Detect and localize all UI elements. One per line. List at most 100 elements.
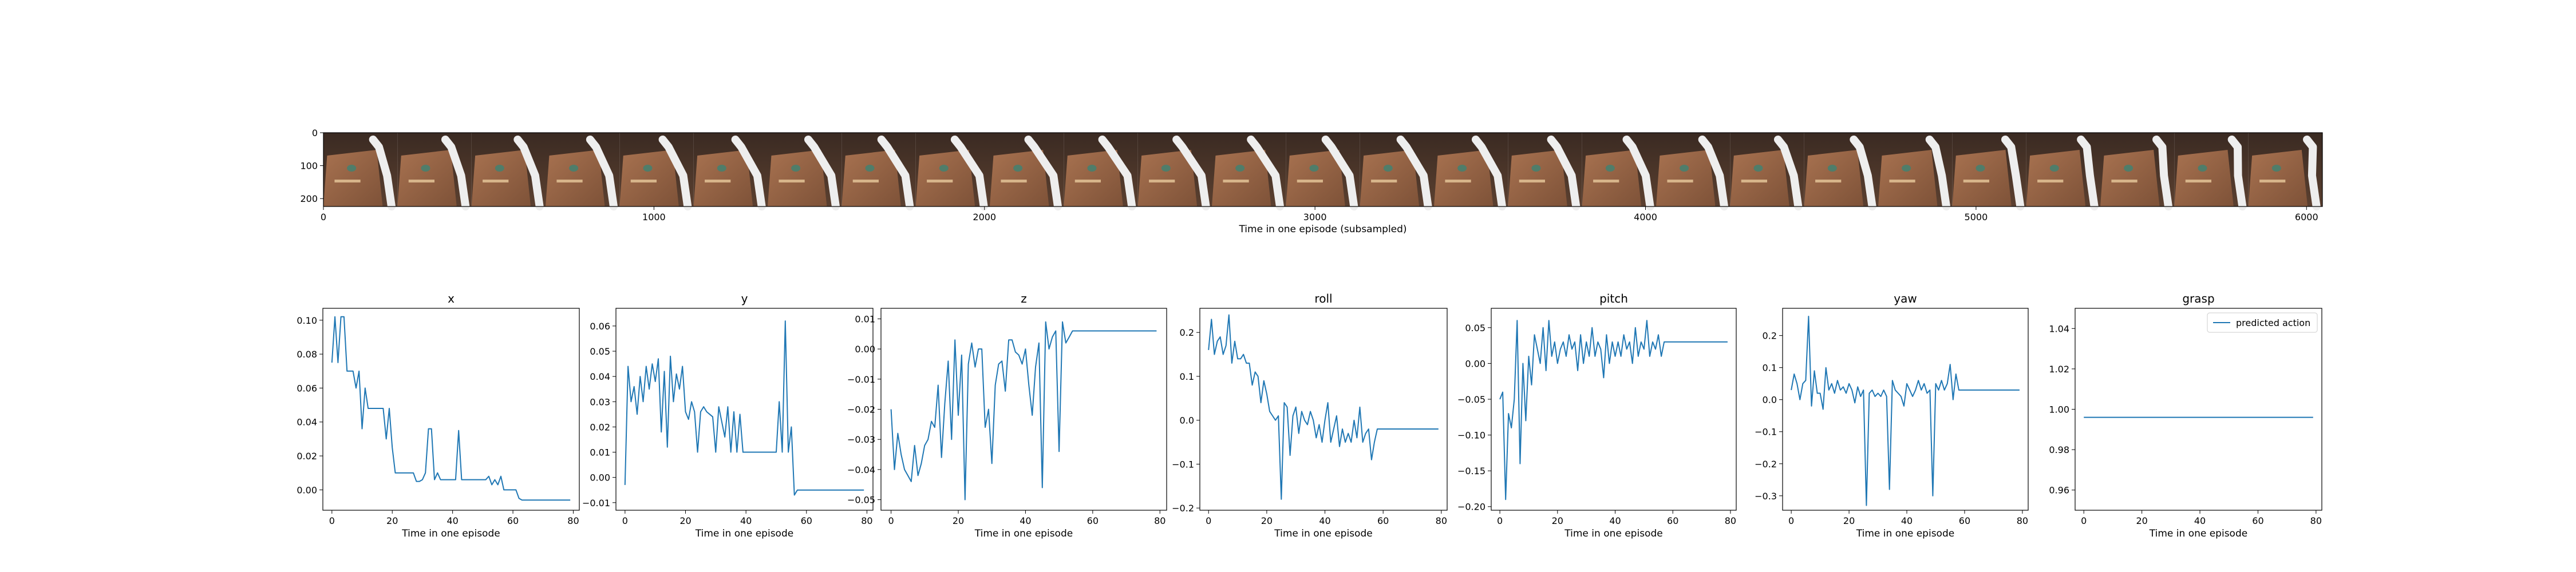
filmstrip-frame <box>1508 133 1582 210</box>
filmstrip-y-tick-label: 0 <box>312 128 318 138</box>
filmstrip-frame <box>2026 133 2100 210</box>
filmstrip-x-tick-label: 4000 <box>1634 212 1657 223</box>
filmstrip-frame <box>915 133 990 210</box>
series-line <box>331 316 571 501</box>
y-tick-label: −0.3 <box>1755 491 1777 502</box>
y-tick-label: −0.05 <box>847 495 875 506</box>
x-tick-label: 20 <box>1843 515 1855 526</box>
y-tick-label: 1.04 <box>2049 323 2069 334</box>
y-tick-label: −0.10 <box>1457 430 1485 441</box>
y-tick-label: 0.0 <box>1180 415 1194 426</box>
y-tick-label: 0.2 <box>1763 331 1777 341</box>
x-axis-label: Time in one episode <box>401 528 500 539</box>
filmstrip-frame <box>1582 133 1656 210</box>
subplot-roll: roll −0.2 −0.1 0.0 0.1 0.2 0 20 40 60 80 Time in on… <box>1172 292 1448 539</box>
x-axis-label: Time in one episode <box>695 528 793 539</box>
x-tick-label: 20 <box>953 515 964 526</box>
filmstrip-frame <box>1064 133 1138 210</box>
episode-filmstrip: 0 100 200 0 1000 2000 3000 4000 5000 6000 Time i… <box>300 128 2323 235</box>
filmstrip-frame <box>1212 133 1286 210</box>
plot-frame <box>1199 308 1448 511</box>
filmstrip-frame <box>1137 133 1212 210</box>
x-tick-label: 60 <box>1667 515 1678 526</box>
subplot-title: yaw <box>1894 292 1917 305</box>
x-tick-label: 80 <box>861 515 872 526</box>
x-tick-label: 40 <box>1319 515 1330 526</box>
y-tick-label: −0.04 <box>847 464 875 475</box>
filmstrip-frame-border <box>323 132 2323 207</box>
x-tick-label: 80 <box>567 515 579 526</box>
filmstrip-frame <box>693 133 768 210</box>
subplot-title: grasp <box>2182 292 2214 305</box>
y-tick-label: 0.02 <box>297 451 317 462</box>
x-tick-label: 40 <box>1020 515 1031 526</box>
y-tick-label: 0.06 <box>590 321 610 332</box>
filmstrip-frame <box>841 133 916 210</box>
filmstrip-frame <box>1952 133 2026 210</box>
filmstrip-y-tick-label: 200 <box>300 193 318 204</box>
legend-box <box>2207 312 2318 333</box>
x-tick-label: 80 <box>1154 515 1165 526</box>
y-tick-label: 0.05 <box>1465 323 1485 333</box>
filmstrip-x-tick-label: 5000 <box>1965 212 1988 223</box>
filmstrip-frame <box>1878 133 1953 210</box>
y-tick-label: 0.04 <box>297 417 317 428</box>
filmstrip-x-tick-label: 1000 <box>642 212 666 223</box>
x-tick-label: 60 <box>1959 515 1970 526</box>
x-tick-label: 80 <box>1436 515 1447 526</box>
y-tick-label: −0.02 <box>847 404 875 415</box>
x-tick-label: 0 <box>1206 515 1211 526</box>
y-tick-label: −0.2 <box>1755 459 1777 470</box>
x-tick-label: 0 <box>1788 515 1794 526</box>
x-tick-label: 0 <box>622 515 628 526</box>
subplot-title: pitch <box>1599 292 1628 305</box>
filmstrip-y-tick-label: 100 <box>300 161 318 172</box>
legend-label: predicted action <box>2236 317 2310 328</box>
x-tick-label: 80 <box>2310 515 2322 526</box>
x-tick-label: 20 <box>1261 515 1273 526</box>
y-tick-label: 0.01 <box>855 313 875 324</box>
subplot-title: y <box>741 292 748 305</box>
filmstrip-y-ticks: 0 100 200 <box>300 128 323 204</box>
x-tick-label: 0 <box>1497 515 1503 526</box>
filmstrip-frame <box>619 133 694 210</box>
y-tick-label: 0.1 <box>1180 371 1194 382</box>
plot-frame <box>322 308 580 511</box>
y-tick-label: 0.0 <box>1763 395 1777 406</box>
y-tick-label: 0.02 <box>590 422 610 432</box>
y-tick-label: 0.98 <box>2049 444 2069 455</box>
y-tick-label: −0.2 <box>1172 503 1194 514</box>
filmstrip-frame <box>1804 133 1878 210</box>
y-tick-label: −0.01 <box>847 374 875 385</box>
filmstrip-frame <box>546 133 620 210</box>
x-tick-label: 20 <box>386 515 398 526</box>
y-tick-label: −0.15 <box>1457 466 1485 476</box>
x-axis-label: Time in one episode <box>974 528 1073 539</box>
x-tick-label: 60 <box>2252 515 2263 526</box>
x-tick-label: 40 <box>2194 515 2206 526</box>
series-line <box>1208 314 1439 500</box>
subplot-title: x <box>448 292 455 305</box>
y-tick-label: 0.00 <box>855 344 875 355</box>
subplot-y: y −0.01 0.00 0.01 0.02 0.03 0.04 0.05 0.06 0 20 40 6… <box>582 292 874 539</box>
filmstrip-frame <box>1730 133 1804 210</box>
subplot-yaw: yaw −0.3 −0.2 −0.1 0.0 0.1 0.2 0 20 40 60 80 Time in… <box>1755 292 2029 539</box>
y-tick-label: 0.06 <box>297 383 317 394</box>
series-line <box>1791 316 2020 506</box>
y-tick-label: −0.1 <box>1172 459 1194 470</box>
y-tick-label: 0.03 <box>590 396 610 407</box>
x-tick-label: 80 <box>1725 515 1736 526</box>
y-tick-label: 0.00 <box>1465 358 1485 369</box>
x-tick-label: 0 <box>329 515 335 526</box>
filmstrip-x-tick-label: 3000 <box>1303 212 1327 223</box>
filmstrip-frame <box>1434 133 1508 210</box>
y-tick-label: 0.10 <box>297 315 317 326</box>
filmstrip-x-tick-label: 0 <box>321 212 326 223</box>
y-tick-label: 1.02 <box>2049 364 2069 375</box>
plot-frame <box>615 308 874 511</box>
filmstrip-frame <box>471 133 546 210</box>
y-tick-label: 0.05 <box>590 346 610 357</box>
x-tick-label: 20 <box>679 515 691 526</box>
